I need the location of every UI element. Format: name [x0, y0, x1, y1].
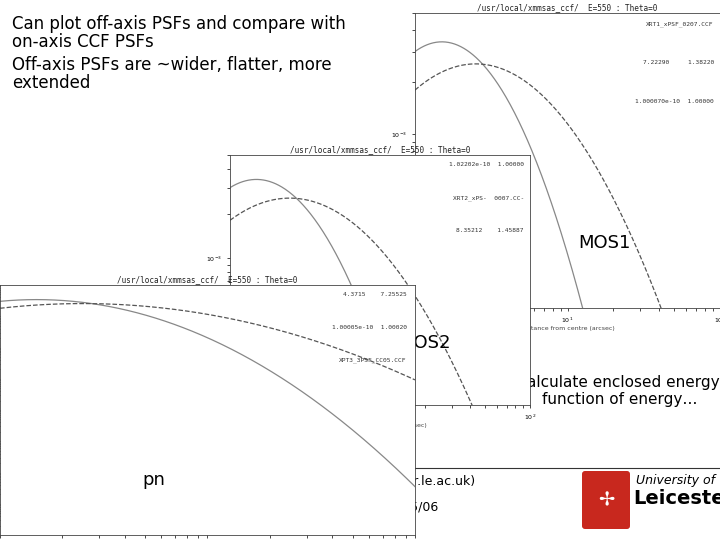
Title: /usr/local/xmmsas_ccf/  E=550 : Theta=0: /usr/local/xmmsas_ccf/ E=550 : Theta=0 — [117, 275, 297, 284]
Text: 8.35212    1.45887: 8.35212 1.45887 — [456, 227, 524, 233]
Text: extended: extended — [12, 74, 91, 92]
Text: University of: University of — [636, 474, 715, 487]
Text: Off-axis PSFs are ~wider, flatter, more: Off-axis PSFs are ~wider, flatter, more — [12, 56, 332, 74]
Text: MOS2: MOS2 — [399, 334, 451, 352]
Text: pn: pn — [142, 471, 165, 489]
Text: Can plot off-axis PSFs and compare with: Can plot off-axis PSFs and compare with — [12, 15, 346, 33]
FancyBboxPatch shape — [582, 471, 630, 529]
Text: ✢: ✢ — [598, 490, 614, 510]
X-axis label: Distance from centre (arcsec): Distance from centre (arcsec) — [333, 423, 427, 428]
Text: 1.00005e-10  1.00020: 1.00005e-10 1.00020 — [332, 325, 407, 330]
Text: Germany 04-05/05/06: Germany 04-05/05/06 — [300, 501, 438, 514]
Text: MOS1: MOS1 — [578, 234, 630, 252]
Text: 1.000070e-10  1.00000: 1.000070e-10 1.00000 — [635, 98, 714, 104]
Text: XRT1_xPSF_0207.CCF: XRT1_xPSF_0207.CCF — [647, 22, 714, 28]
Text: 7.22290     1.38220: 7.22290 1.38220 — [643, 60, 714, 65]
Title: /usr/local/xmmsas_ccf/  E=550 : Theta=0: /usr/local/xmmsas_ccf/ E=550 : Theta=0 — [290, 145, 470, 154]
Text: XRT2_xPS-  0007.CC-: XRT2_xPS- 0007.CC- — [453, 195, 524, 200]
Text: Leicester: Leicester — [633, 489, 720, 508]
Text: 1.02202e-10  1.00000: 1.02202e-10 1.00000 — [449, 163, 524, 167]
Text: 4.3715    7.25525: 4.3715 7.25525 — [343, 293, 407, 298]
X-axis label: Distance from centre (arcsec): Distance from centre (arcsec) — [521, 326, 614, 332]
Text: CAL/OPS Meeting: CAL/OPS Meeting — [300, 488, 408, 501]
Text: Read (amr30@star.le.ac.uk): Read (amr30@star.le.ac.uk) — [300, 474, 475, 487]
Text: on-axis CCF PSFs: on-axis CCF PSFs — [12, 33, 154, 51]
Text: function of energy…: function of energy… — [542, 392, 698, 407]
Title: /usr/local/xmmsas_ccf/  E=550 : Theta=0: /usr/local/xmmsas_ccf/ E=550 : Theta=0 — [477, 3, 657, 12]
Text: XPT3_3PSF_CC05.CCF: XPT3_3PSF_CC05.CCF — [339, 357, 407, 363]
Text: Can calculate enclosed energy as a: Can calculate enclosed energy as a — [484, 375, 720, 390]
